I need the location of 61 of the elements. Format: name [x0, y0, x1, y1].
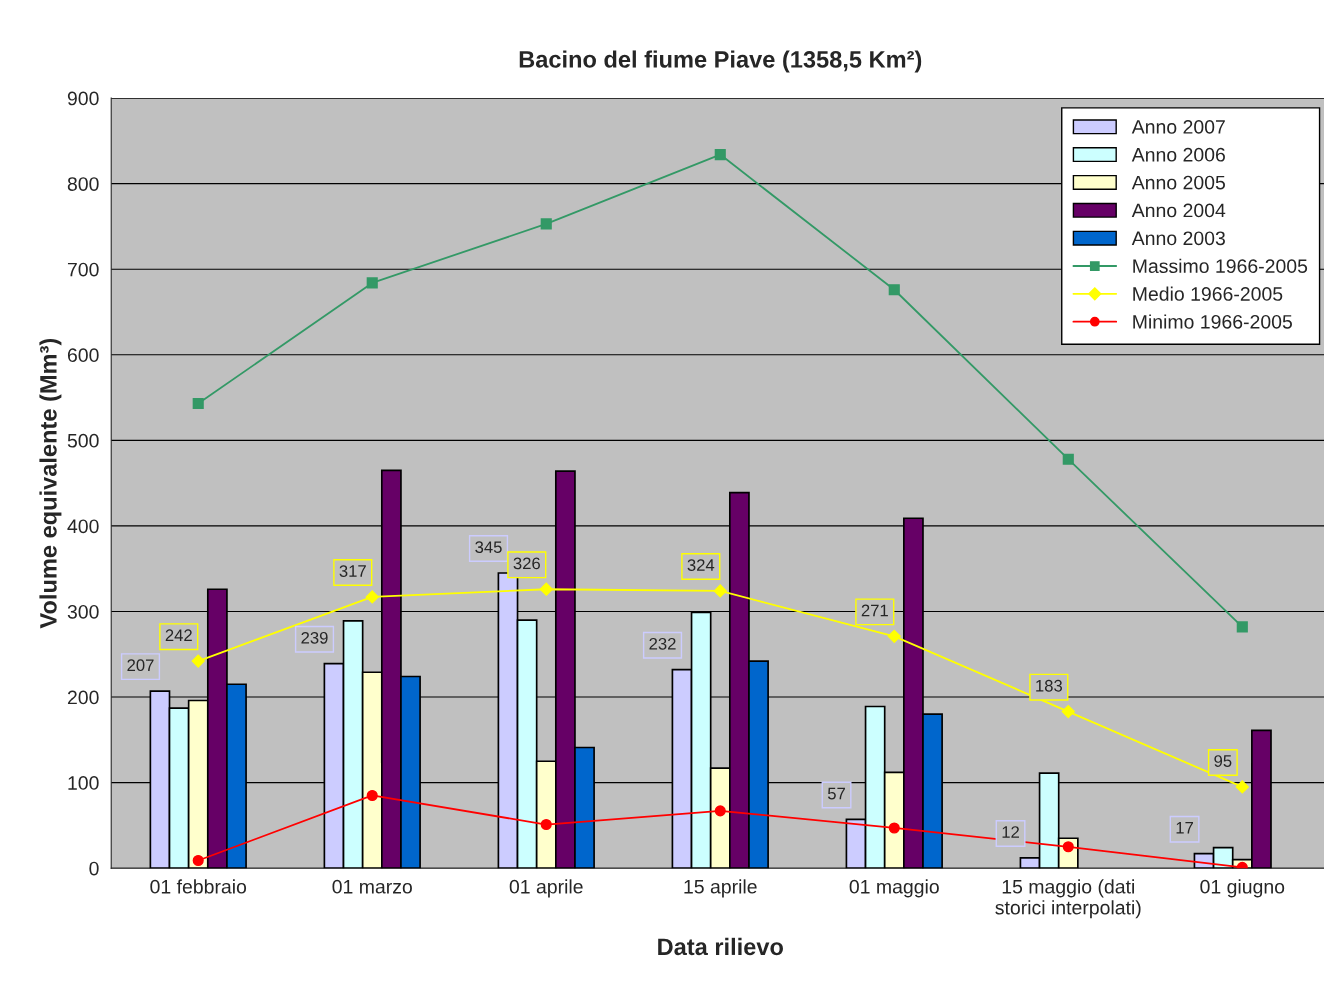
point: [713, 584, 727, 598]
point: [714, 149, 726, 161]
chart-title: Bacino del fiume Piave (1358,5 Km²): [519, 50, 922, 73]
data-label: 242: [165, 629, 192, 641]
y-axis-title: Volume equivalente (Mm³): [39, 338, 62, 629]
data-label: 326: [513, 557, 540, 570]
point: [192, 854, 204, 867]
point: [540, 218, 552, 230]
point: [366, 277, 378, 289]
y-tick-label: 900: [67, 91, 99, 106]
legend-label: Anno 2004: [1131, 203, 1226, 218]
x-tick-label: 01 maggio: [849, 879, 939, 898]
y-tick-label: 800: [67, 177, 99, 191]
data-label: 183: [1036, 679, 1063, 692]
x-axis-title: Data rilievo: [658, 937, 783, 956]
point: [887, 629, 901, 643]
data-label: 239: [301, 631, 328, 644]
x-tick-label: 15 maggio (dati storici interpolati): [995, 879, 1141, 919]
legend-label: Massimo 1966-2005: [1133, 258, 1308, 274]
y-tick-label: 300: [67, 604, 99, 619]
legend-label: Anno 2006: [1131, 147, 1225, 162]
y-tick-label: 500: [67, 433, 99, 448]
point: [1235, 780, 1249, 794]
legend-label: Anno 2007: [1131, 120, 1225, 134]
y-tick-label: 400: [67, 519, 99, 534]
x-tick-label: 01 giugno: [1200, 879, 1285, 898]
y-tick-label: 200: [67, 690, 99, 705]
point: [888, 822, 900, 834]
x-tick-label: 01 aprile: [509, 879, 583, 898]
x-tick-label: 01 marzo: [332, 879, 412, 894]
legend-label: Minimo 1966-2005: [1133, 314, 1292, 329]
data-label: 57: [827, 787, 845, 800]
data-label: 12: [1002, 826, 1019, 838]
point: [1061, 705, 1075, 719]
point: [1062, 453, 1074, 465]
legend-label: Anno 2003: [1131, 231, 1225, 246]
x-tick-label: 15 aprile: [684, 879, 757, 898]
data-label: 95: [1214, 755, 1232, 767]
point: [714, 805, 726, 817]
point: [365, 590, 379, 604]
data-label: 345: [475, 541, 502, 554]
point: [1236, 621, 1248, 633]
data-label: 232: [649, 637, 676, 650]
point: [366, 789, 378, 802]
point: [539, 582, 553, 596]
y-tick-label: 600: [67, 348, 99, 363]
data-label: 207: [127, 659, 154, 672]
point: [192, 398, 204, 410]
data-label: 271: [861, 604, 888, 617]
y-tick-label: 0: [89, 861, 99, 876]
point: [540, 818, 552, 831]
data-label: 317: [339, 565, 366, 577]
data-label: 17: [1176, 822, 1193, 834]
point: [888, 284, 900, 296]
y-tick-label: 100: [68, 776, 99, 790]
x-tick-label: 01 febbraio: [150, 879, 247, 894]
legend-label: Medio 1966-2005: [1133, 286, 1283, 301]
data-label: 324: [687, 559, 715, 571]
point: [191, 654, 205, 668]
y-tick-label: 700: [67, 262, 99, 277]
legend-label: Anno 2005: [1131, 175, 1225, 190]
